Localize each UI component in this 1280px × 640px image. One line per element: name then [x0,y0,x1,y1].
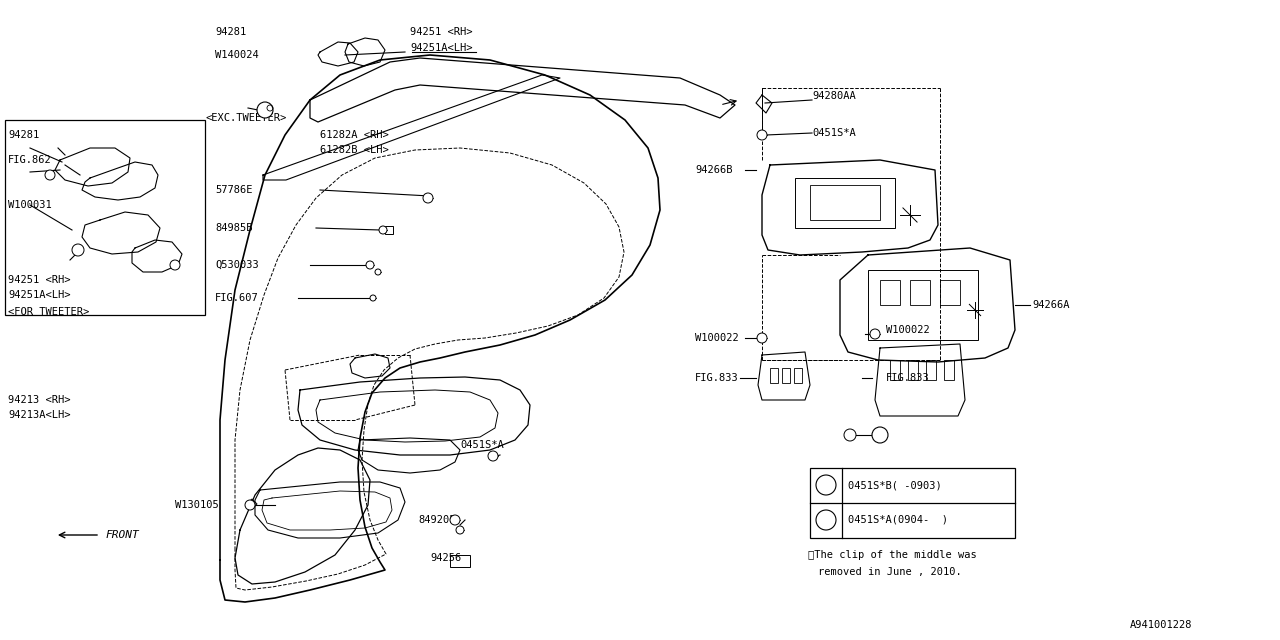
Text: 0451S*A: 0451S*A [812,128,856,138]
Bar [385,226,393,234]
Text: W140024: W140024 [215,50,259,60]
Circle shape [366,261,374,269]
Circle shape [817,475,836,495]
Text: FIG.833: FIG.833 [695,373,739,383]
Circle shape [422,193,433,203]
Circle shape [375,269,381,275]
Bar [940,280,960,305]
Text: 94281: 94281 [215,27,246,37]
Bar [925,360,936,380]
Text: FIG.607: FIG.607 [215,293,259,303]
Circle shape [872,427,888,443]
Text: 84920F: 84920F [419,515,456,525]
Circle shape [257,102,273,118]
Circle shape [370,295,376,301]
Text: FIG.833: FIG.833 [886,373,929,383]
Bar [451,555,470,567]
Text: ※The clip of the middle was: ※The clip of the middle was [808,550,977,560]
Circle shape [45,170,55,180]
Text: 94281: 94281 [8,130,40,140]
Circle shape [817,510,836,530]
Circle shape [451,515,460,525]
Text: 57786E: 57786E [215,185,252,195]
Text: W130105: W130105 [175,500,219,510]
Bar [868,270,978,340]
Bar [794,368,803,383]
Text: 1: 1 [823,481,828,490]
Text: Q530033: Q530033 [215,260,259,270]
Circle shape [170,260,180,270]
Text: 1: 1 [878,431,882,440]
Text: 0451S*A(0904-  ): 0451S*A(0904- ) [849,515,948,525]
Text: 61282B <LH>: 61282B <LH> [320,145,389,155]
Bar [890,360,900,380]
Text: 94213A<LH>: 94213A<LH> [8,410,70,420]
Text: 84985B: 84985B [215,223,252,233]
Bar [795,178,895,228]
Text: FRONT: FRONT [105,530,138,540]
Bar [810,185,881,220]
Text: 94266B: 94266B [695,165,732,175]
Circle shape [870,329,881,339]
Circle shape [488,451,498,461]
Circle shape [756,333,767,343]
Bar [771,368,778,383]
Bar [5,120,205,315]
Text: W100031: W100031 [8,200,51,210]
Bar [810,468,1015,538]
Circle shape [379,226,387,234]
Bar [910,280,931,305]
Text: 94266A: 94266A [1032,300,1070,310]
Text: 94251A<LH>: 94251A<LH> [8,290,70,300]
Bar [782,368,790,383]
Bar [881,280,900,305]
Text: 0451S*B( -0903): 0451S*B( -0903) [849,480,942,490]
Circle shape [756,130,767,140]
Text: W100022: W100022 [695,333,739,343]
Text: W100022: W100022 [886,325,929,335]
Text: 1: 1 [823,515,828,525]
Text: 94251A<LH>: 94251A<LH> [410,43,472,53]
Text: 94256: 94256 [430,553,461,563]
Circle shape [244,500,255,510]
Text: <EXC.TWEETER>: <EXC.TWEETER> [205,113,287,123]
Text: 0451S*A: 0451S*A [460,440,504,450]
Text: A941001228: A941001228 [1130,620,1193,630]
Text: 61282A <RH>: 61282A <RH> [320,130,389,140]
Text: FIG.862: FIG.862 [8,155,51,165]
Text: 94251 <RH>: 94251 <RH> [8,275,70,285]
Text: removed in June , 2010.: removed in June , 2010. [818,567,961,577]
Text: 94280AA: 94280AA [812,91,856,101]
Circle shape [844,429,856,441]
Bar [945,360,954,380]
Bar [908,360,918,380]
Text: 94251 <RH>: 94251 <RH> [410,27,472,37]
Text: 94213 <RH>: 94213 <RH> [8,395,70,405]
Circle shape [456,526,465,534]
Text: <FOR TWEETER>: <FOR TWEETER> [8,307,90,317]
Circle shape [72,244,84,256]
